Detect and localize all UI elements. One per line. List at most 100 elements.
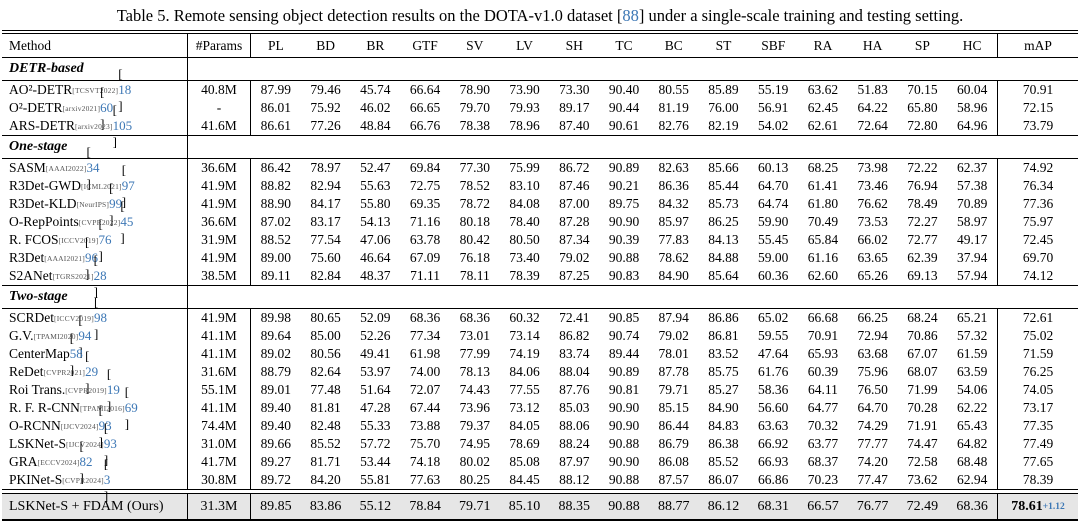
col-header-hc: HC [962, 37, 982, 53]
cell-sh: 87.34 [559, 232, 590, 247]
citation-link[interactable]: 105 [112, 118, 133, 133]
cell-ra: 65.84 [807, 232, 839, 247]
citation-link[interactable]: 94 [78, 328, 92, 343]
cell-bd: 78.97 [310, 160, 341, 175]
citation-link[interactable]: 60 [100, 100, 114, 115]
cell-sbf: 56.91 [758, 100, 789, 115]
citation-link[interactable]: 76 [98, 232, 112, 247]
cell-sbf: 65.02 [758, 310, 789, 325]
cell-params: 41.9M [188, 309, 251, 327]
citation-link[interactable]: 18 [118, 82, 132, 97]
cell-ha: 72.94 [857, 328, 888, 343]
cell-br: 55.81 [360, 472, 391, 487]
citation-link[interactable]: 29 [85, 364, 99, 379]
cell-gtf: 63.78 [409, 232, 441, 247]
cell-tc: 90.61 [608, 118, 640, 133]
cell-sv: 80.42 [459, 232, 490, 247]
cell-pl: 89.66 [260, 436, 292, 451]
cell-br: 45.74 [360, 82, 391, 97]
section-rule [2, 158, 1078, 159]
table-row-lsknet-s-fdam-ours: LSKNet-S + FDAM (Ours) 31.3M 89.85 83.86 55.… [2, 493, 1078, 519]
cell-sp: 68.24 [907, 310, 938, 325]
table-top-rule [2, 30, 1078, 34]
cell-sbf: 64.70 [758, 178, 789, 193]
cell-ha: 76.62 [857, 196, 888, 211]
method-venue-subscript: [TPAMI2020] [33, 331, 79, 341]
method-venue-subscript: [TPAMI2016] [79, 403, 125, 413]
cell-sbf: 59.90 [758, 214, 789, 229]
cell-sh: 88.12 [559, 472, 590, 487]
cell-lv: 85.08 [509, 454, 540, 469]
cell-bd: 84.17 [310, 196, 341, 211]
cell-bc: 84.90 [658, 268, 689, 283]
citation-link[interactable]: 97 [121, 178, 135, 193]
map-improvement-delta: +1.12 [1042, 501, 1065, 512]
citation-link[interactable]: 69 [124, 400, 138, 415]
cell-map: 76.34 [997, 177, 1078, 195]
section-label: One-stage [2, 136, 188, 158]
method-venue-subscript: [ICCV2019] [54, 313, 94, 323]
table-row-centermap: CenterMap [58] 41.1M 89.02 80.56 49.41 61.98 7… [2, 330, 1078, 377]
cell-bc: 87.94 [658, 310, 689, 325]
citation-link[interactable]: 93 [103, 436, 117, 451]
citation-link[interactable]: 96 [85, 250, 98, 265]
section-row-one-stage: One-stage [2, 136, 1078, 158]
cell-method: ReDet [CVPR2021] [29] [2, 348, 188, 395]
col-header-bd: BD [316, 37, 335, 53]
cell-pl: 86.01 [260, 100, 292, 115]
citation-link[interactable]: 19 [106, 382, 120, 397]
cell-params: 41.9M [188, 195, 251, 213]
method-name: R. F. R-CNN [9, 400, 80, 415]
method-venue-subscript: [arxiv2023] [75, 121, 113, 131]
citation-link[interactable]: 93 [98, 418, 112, 433]
citation-link[interactable]: 45 [120, 214, 134, 229]
citation-link[interactable]: 28 [93, 268, 107, 283]
citation-link[interactable]: 58 [69, 346, 83, 361]
cell-sh: 87.28 [559, 214, 590, 229]
section-label: DETR-based [2, 58, 188, 80]
cell-br: 49.41 [360, 346, 391, 361]
citation-ref: [96] [85, 234, 98, 281]
cell-st: 85.27 [708, 382, 739, 397]
cell-hc: 63.59 [956, 364, 988, 379]
cell-params: 31.6M [188, 363, 251, 381]
cell-pl: 89.85 [260, 498, 292, 514]
caption-citation-link[interactable]: 88 [622, 6, 639, 25]
citation-link[interactable]: 82 [79, 454, 93, 469]
citation-link[interactable]: 99 [109, 196, 123, 211]
citation-ref: [99] [109, 180, 123, 227]
cell-bd: 82.48 [310, 418, 341, 433]
cell-tc: 90.81 [608, 382, 640, 397]
cell-params: 41.6M [188, 117, 251, 135]
citation-link[interactable]: 34 [86, 160, 100, 175]
cell-lv: 77.55 [509, 382, 540, 397]
cell-hc: 70.89 [956, 196, 988, 211]
table-row-roi-trans: Roi Trans. [CVPR2019] [19] 55.1M 89.01 77.48… [2, 366, 1078, 413]
cell-sh: 87.76 [559, 382, 590, 397]
cell-hc: 68.36 [956, 498, 988, 514]
cell-params: 31.3M [188, 494, 251, 519]
cell-tc: 90.88 [608, 472, 640, 487]
cell-ra: 61.16 [807, 250, 839, 265]
cell-bd: 82.94 [310, 178, 341, 193]
cell-pl: 89.40 [260, 418, 292, 433]
cell-ra: 66.68 [807, 310, 839, 325]
cell-method: S2ANet [TGRS2021] [28] [2, 252, 188, 299]
cell-lv: 79.93 [509, 100, 540, 115]
cell-br: 55.33 [360, 418, 391, 433]
cell-method: SCRDet [ICCV2019] [98] [2, 294, 188, 341]
cell-ha: 64.70 [857, 400, 888, 415]
cell-params: 55.1M [188, 381, 251, 399]
cell-map: 74.12 [997, 267, 1078, 285]
cell-hc: 54.06 [956, 382, 988, 397]
cell-sv: 80.25 [459, 472, 490, 487]
cell-hc: 65.43 [956, 418, 988, 433]
cell-tc: 90.44 [608, 100, 640, 115]
citation-ref: [34] [86, 144, 100, 191]
cell-map: 72.61 [997, 309, 1078, 327]
citation-link[interactable]: 98 [93, 310, 107, 325]
caption-text-after: ] under a single-scale training and test… [638, 6, 964, 25]
method-venue-subscript: [ECCV2024] [37, 457, 80, 467]
citation-link[interactable]: 3 [103, 472, 111, 487]
cell-sp: 72.58 [907, 454, 938, 469]
